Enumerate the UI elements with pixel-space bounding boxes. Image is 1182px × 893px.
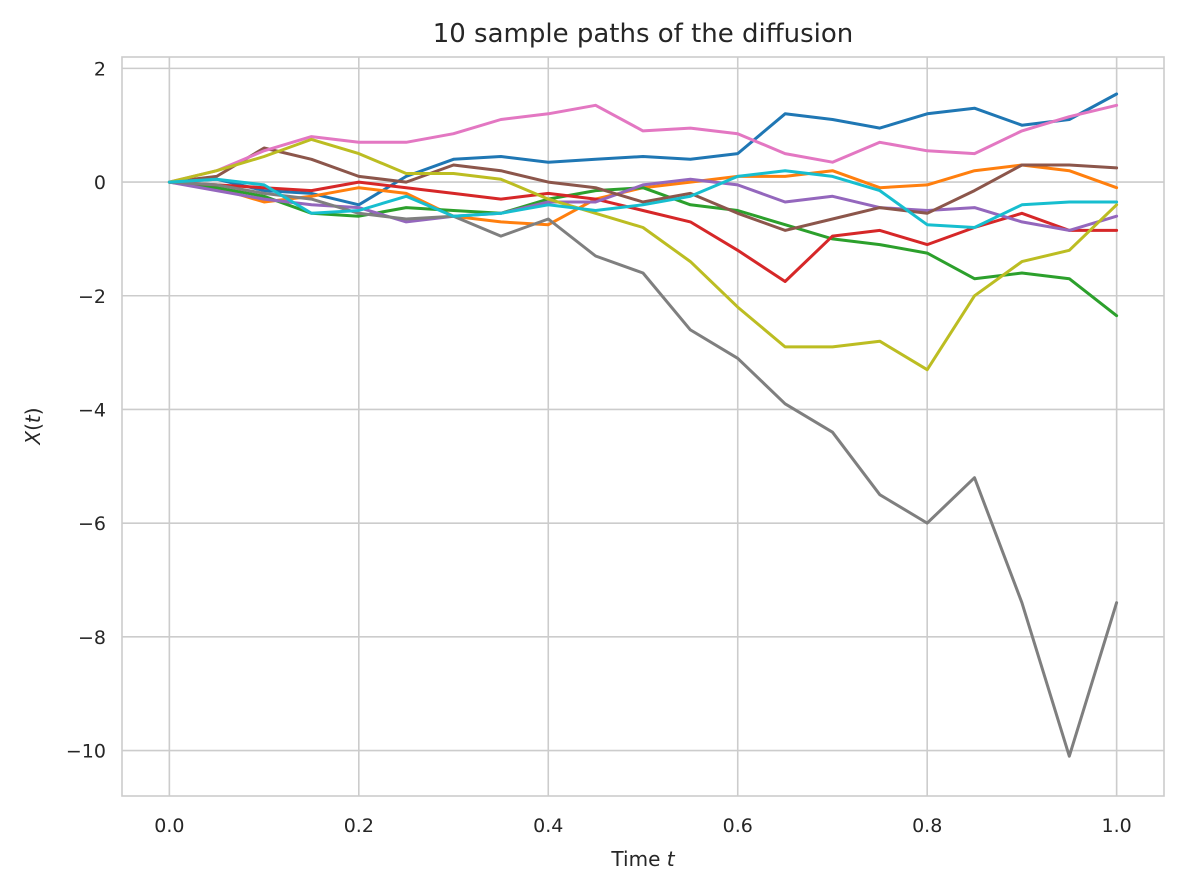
y-axis-label-arg: t	[21, 414, 45, 423]
y-axis-label-var: X	[21, 430, 45, 446]
series-line-2	[167, 163, 1119, 227]
series-line-5	[167, 177, 1119, 232]
x-tick-label: 0.4	[533, 815, 563, 837]
series-line-3	[167, 180, 1119, 318]
x-axis-label: Time t	[610, 847, 675, 871]
y-tick-label: 0	[94, 172, 106, 194]
x-axis-label-var: t	[667, 847, 676, 871]
series-line-8	[167, 180, 1119, 758]
series-line-4	[167, 180, 1119, 283]
series-layer	[167, 92, 1119, 758]
x-tick-label: 0.2	[344, 815, 374, 837]
series-line-9	[167, 137, 1119, 372]
y-tick-label: 2	[94, 58, 106, 80]
series-line-6	[167, 146, 1119, 232]
y-axis-label-open: (	[21, 423, 45, 431]
x-tick-label: 0.6	[723, 815, 753, 837]
tick-layer: 0.0 0.2 0.4 0.6 0.8 1.0 2 0 −2 −4 −6 −8 −10	[66, 58, 1132, 837]
series-line-10	[167, 169, 1119, 229]
x-tick-label: 0.8	[912, 815, 942, 837]
y-tick-label: −2	[78, 286, 106, 308]
y-tick-label: −6	[78, 513, 106, 535]
y-tick-label: −8	[78, 627, 106, 649]
y-axis-label: X(t)	[21, 407, 45, 445]
series-line-1	[167, 92, 1119, 207]
plot-frame	[121, 56, 1165, 797]
x-tick-label: 0.0	[154, 815, 184, 837]
y-tick-label: −10	[66, 741, 106, 763]
y-tick-label: −4	[78, 399, 106, 421]
grid-layer	[122, 57, 1164, 796]
x-axis-label-text: Time	[610, 847, 660, 871]
x-tick-label: 1.0	[1102, 815, 1132, 837]
y-axis-label-close: )	[21, 407, 45, 415]
series-line-7	[167, 103, 1119, 184]
chart-title: 10 sample paths of the diffusion	[433, 19, 854, 49]
